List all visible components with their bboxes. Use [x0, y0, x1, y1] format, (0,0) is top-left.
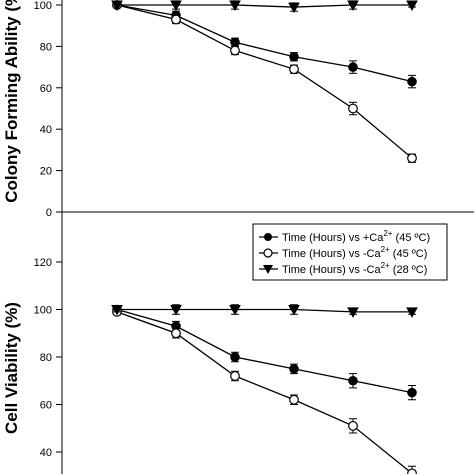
bottom-series-3-line	[117, 308, 412, 313]
y-tick-label-60: 60	[40, 400, 52, 412]
bottom-series-2-point-5	[407, 468, 417, 474]
bottom-series-1-point-4	[348, 375, 358, 386]
top-series-2-line	[116, 4, 413, 159]
top-series-3-point-1	[170, 0, 182, 12]
legend-label-3: Time (Hours) vs -Ca2+ (28 ºC)	[282, 261, 427, 276]
top-series-2-point-4	[348, 103, 358, 114]
top-y-ticks: 0 20 40 60 80 100	[34, 0, 62, 219]
y-tick-label-20: 20	[40, 166, 52, 178]
y-tick-label-0: 0	[46, 207, 52, 219]
top-series-1-point-3	[289, 51, 299, 62]
y-tick-label-60: 60	[40, 83, 52, 95]
bottom-series-3-point-3	[288, 305, 300, 316]
legend-entry-1: Time (Hours) vs +Ca2+ (45 ºC)	[259, 229, 430, 244]
top-series-3-point-2	[229, 0, 241, 12]
bottom-series-3-point-0	[111, 305, 123, 316]
bottom-series-2-point-3	[289, 394, 299, 405]
top-series-3	[111, 0, 418, 14]
legend-label-2: Time (Hours) vs -Ca2+ (45 ºC)	[282, 245, 427, 260]
bottom-series-2-point-4	[348, 420, 358, 431]
top-series-1-line	[116, 4, 413, 83]
legend-entry-3: Time (Hours) vs -Ca2+ (28 ºC)	[259, 261, 427, 276]
legend-label-1: Time (Hours) vs +Ca2+ (45 ºC)	[282, 229, 430, 244]
bottom-series-3-point-4	[347, 307, 359, 318]
bottom-y-axis-title: Cell Viability (%)	[2, 302, 21, 434]
legend-marker-1	[264, 233, 272, 241]
top-series-1-point-4	[348, 62, 358, 72]
y-tick-label-80: 80	[40, 41, 52, 53]
legend: Time (Hours) vs +Ca2+ (45 ºC)Time (Hours…	[252, 223, 448, 281]
y-tick-label-40: 40	[40, 124, 52, 136]
top-series-1-point-2	[230, 37, 240, 48]
y-tick-label-40: 40	[40, 447, 52, 459]
y-tick-label-100: 100	[34, 305, 52, 317]
bottom-series-2-point-2	[230, 371, 240, 381]
top-series-2-point-5	[407, 153, 417, 164]
bottom-series-3-point-2	[229, 305, 241, 316]
top-series-group	[111, 0, 418, 164]
bottom-series-3-point-1	[170, 305, 182, 316]
bottom-y-ticks: 40 60 80 100 120	[34, 257, 62, 459]
top-series-3-line	[117, 4, 412, 8]
y-tick-label-100: 100	[34, 0, 52, 12]
legend-marker-3	[263, 265, 273, 274]
bottom-series-2-point-1	[171, 328, 181, 339]
bottom-series-group	[111, 304, 418, 474]
top-y-axis-title: Colony Forming Ability (%)	[2, 0, 21, 203]
top-series-1-point-5	[407, 76, 417, 87]
top-series-3-point-5	[406, 0, 418, 12]
bottom-series-1-point-3	[289, 364, 299, 374]
legend-marker-2	[263, 248, 273, 258]
top-series-2-point-1	[171, 14, 181, 25]
top-plot-frame	[61, 0, 474, 213]
colony-forming-panel: 0 20 40 60 80 100 Colony Forming Ability (%)	[2, 0, 474, 219]
top-series-2-point-3	[289, 64, 299, 75]
bottom-series-1-line	[116, 308, 413, 394]
top-series-3-point-4	[347, 0, 359, 12]
y-tick-label-80: 80	[40, 352, 52, 364]
bottom-series-3-point-5	[406, 307, 418, 318]
top-series-3-point-0	[111, 0, 123, 12]
bottom-series-1-point-5	[407, 387, 417, 398]
legend-entry-2: Time (Hours) vs -Ca2+ (45 ºC)	[259, 245, 427, 260]
bottom-series-2-line	[116, 311, 413, 474]
bottom-series-3	[111, 304, 418, 318]
legend-box	[252, 223, 448, 281]
top-series-3-point-3	[288, 2, 300, 14]
y-tick-label-120: 120	[34, 257, 52, 269]
bottom-series-1-point-2	[230, 352, 240, 362]
top-series-2-point-2	[230, 45, 240, 56]
cell-viability-panel: 40 60 80 100 120 Cell Viability (%) Time (Ho…	[2, 212, 448, 474]
